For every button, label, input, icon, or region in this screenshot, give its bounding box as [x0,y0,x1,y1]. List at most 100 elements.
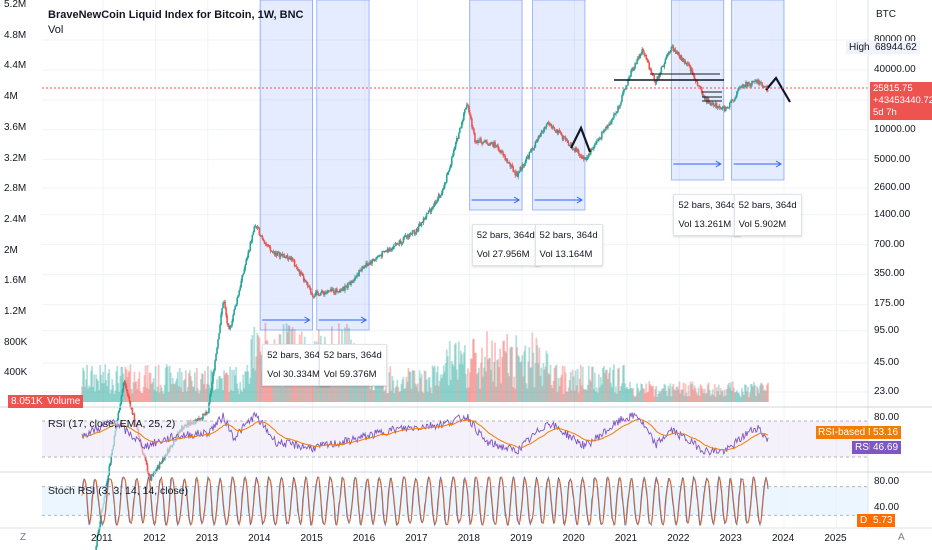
volume-bar [647,391,650,402]
volume-bar [232,391,235,402]
candle-body [128,396,131,402]
candle-body [647,59,650,63]
candle-body [316,291,319,294]
candle-body [585,157,588,161]
price-tick: 5000.00 [874,153,911,165]
candle-body [378,255,381,257]
candle-body [162,458,165,461]
volume-bar [763,390,765,402]
candle-body [614,114,616,115]
volume-bar [513,376,516,402]
candle-body [650,69,653,73]
candle-body [402,237,405,243]
volume-bar [247,371,250,402]
volume-bar [83,370,85,402]
candle-body [147,471,150,475]
candle-body [256,226,259,228]
candle-body [329,290,331,292]
candle-body [646,58,648,60]
candle-body [224,301,226,309]
candle-body [335,288,337,293]
candle-body [576,150,579,152]
candle-body [424,217,427,220]
volume-bar [240,389,243,402]
volume-bar [712,394,715,402]
year-tick: 2014 [248,533,271,544]
volume-bar [627,388,629,402]
volume-bar [604,369,607,402]
candle-body [593,146,595,149]
candle-body [695,81,698,83]
volume-bar [543,369,546,402]
volume-bar [208,384,210,402]
volume-bar [557,378,560,402]
volume-bar [399,391,402,402]
candle-body [621,95,623,103]
volume-bar [213,390,215,402]
volume-bar [164,367,167,402]
volume-bar [467,387,470,402]
price-tick: 23.00 [874,386,900,397]
candle-body [541,131,544,133]
volume-bar [414,383,417,402]
volume-bar [98,390,101,402]
candle-body [318,295,321,297]
candle-body [297,269,300,271]
volume-bar [618,367,620,402]
volume-bar [619,390,621,402]
candle-body [376,257,379,258]
candle-body [308,286,311,289]
volume-bar [746,391,748,402]
candle-body [319,293,322,296]
volume-bar [145,387,148,402]
candle-body [421,222,424,223]
volume-bar [502,341,505,402]
zoom-button[interactable]: Z [20,532,27,543]
volume-bar [696,394,699,402]
date-range-measurements[interactable] [259,0,785,331]
candle-body [509,162,511,167]
candle-body [519,167,522,172]
candle-body [720,108,723,110]
volume-bar [454,342,457,402]
candle-body [663,63,666,67]
volume-bar [356,381,358,402]
range-bars: 52 bars, 364d [267,350,326,361]
auto-scale-button[interactable]: A [898,532,905,543]
volume-bar [483,367,485,402]
candle-body [281,253,284,256]
candle-body [444,182,447,184]
volume-bar [355,385,357,402]
volume-bar [430,393,433,402]
volume-bar [592,388,595,402]
volume-bar [685,392,688,402]
candle-body [345,285,347,287]
trend-drawings[interactable] [570,73,791,153]
rsi-pane [42,411,868,458]
rsi-ma-label: RSI-based MA [816,426,886,439]
volume-bar [740,388,743,402]
volume-bar [563,366,566,402]
candle-body [315,291,318,293]
candle-body [150,475,153,481]
candle-body [422,218,425,223]
volume-bar [459,350,462,402]
candle-body [326,292,328,294]
volume-bar [406,381,409,402]
range-volume: Vol 30.334M [267,369,320,380]
candle-body [753,81,755,83]
candle-body [253,226,256,233]
volume-bar [521,355,524,402]
candle-body [747,82,749,87]
volume-bar [152,378,155,402]
candle-body [233,309,235,315]
volume-bar [658,390,661,402]
candle-body [231,320,233,326]
candle-body [543,127,546,131]
candle-body [595,143,597,145]
candle-body [552,126,555,129]
volume-tick: 2.4M [4,213,27,225]
volume-bar [585,390,588,402]
volume-bar [567,387,570,402]
